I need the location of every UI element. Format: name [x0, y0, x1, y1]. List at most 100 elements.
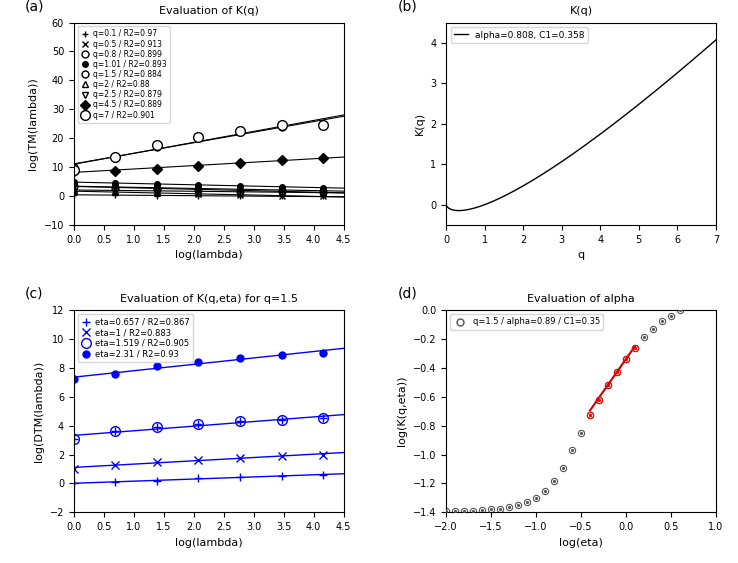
q=4.5 / R2=0.889 [111, 167, 120, 174]
Line: eta=1.519 / R2=0.905: eta=1.519 / R2=0.905 [69, 413, 328, 444]
eta=0.657 / R2=0.867 [235, 473, 244, 480]
eta=2.31 / R2=0.93 [235, 354, 244, 361]
eta=0.657 / R2=0.867 [194, 475, 203, 482]
eta=1 / R2=0.883 [111, 461, 120, 468]
eta=2.31 / R2=0.93 [194, 359, 203, 365]
q=0.8 / R2=0.899 [235, 187, 244, 194]
Title: K(q): K(q) [570, 6, 593, 16]
q=1.5 / R2=0.884 [111, 155, 120, 162]
eta=2.31 / R2=0.93 [153, 363, 162, 370]
Line: eta=1 / R2=0.883: eta=1 / R2=0.883 [69, 450, 327, 473]
q=2.5 / R2=0.879 [153, 185, 162, 191]
q=0.8 / R2=0.899 [277, 188, 286, 195]
q=0.1 / R2=0.97 [319, 193, 328, 200]
q=0.8 / R2=0.899 [319, 189, 328, 195]
q=1.5 / R2=0.884 [235, 128, 244, 135]
eta=2.31 / R2=0.93 [319, 350, 328, 357]
eta=1.519 / R2=0.905 [69, 435, 78, 442]
q=1.01 / R2=0.893 [153, 181, 162, 187]
q=7 / R2=0.901 [194, 133, 203, 140]
Line: eta=0.657 / R2=0.867: eta=0.657 / R2=0.867 [69, 471, 327, 488]
q=7 / R2=0.901 [319, 122, 328, 128]
q=2.5 / R2=0.879 [235, 186, 244, 193]
q=2 / R2=0.88 [111, 187, 120, 194]
Legend: alpha=0.808, C1=0.358: alpha=0.808, C1=0.358 [451, 27, 588, 43]
eta=0.657 / R2=0.867 [69, 480, 78, 487]
q=7 / R2=0.901 [153, 142, 162, 149]
q=2.5 / R2=0.879 [277, 186, 286, 193]
eta=1 / R2=0.883 [194, 457, 203, 463]
eta=1.519 / R2=0.905 [319, 415, 328, 422]
eta=2.31 / R2=0.93 [277, 351, 286, 358]
q=2 / R2=0.88 [319, 189, 328, 196]
eta=1 / R2=0.883 [69, 466, 78, 472]
eta=2.31 / R2=0.93 [69, 376, 78, 383]
eta=0.657 / R2=0.867 [153, 477, 162, 484]
Line: q=1.5 / R2=0.884: q=1.5 / R2=0.884 [70, 122, 327, 171]
q=4.5 / R2=0.889 [194, 162, 203, 169]
eta=0.657 / R2=0.867 [277, 473, 286, 480]
Text: (a): (a) [25, 0, 45, 14]
eta=2.31 / R2=0.93 [111, 370, 120, 377]
Line: q=0.1 / R2=0.97: q=0.1 / R2=0.97 [70, 191, 327, 200]
eta=1 / R2=0.883 [277, 453, 286, 459]
Line: q=2.5 / R2=0.879: q=2.5 / R2=0.879 [70, 182, 327, 194]
Line: q=7 / R2=0.901: q=7 / R2=0.901 [69, 120, 328, 175]
q=2.5 / R2=0.879 [69, 182, 78, 189]
q=7 / R2=0.901 [111, 154, 120, 160]
q=2 / R2=0.88 [194, 188, 203, 195]
q=7 / R2=0.901 [69, 167, 78, 173]
q=0.8 / R2=0.899 [111, 184, 120, 191]
q=2 / R2=0.88 [153, 187, 162, 194]
Y-axis label: log(TM(lambda)): log(TM(lambda)) [28, 77, 38, 170]
q=1.01 / R2=0.893 [194, 182, 203, 189]
q=0.1 / R2=0.97 [235, 193, 244, 199]
eta=1 / R2=0.883 [235, 454, 244, 461]
eta=1.519 / R2=0.905 [194, 421, 203, 427]
q=1.01 / R2=0.893 [235, 182, 244, 189]
Title: Evaluation of alpha: Evaluation of alpha [527, 293, 635, 303]
X-axis label: q: q [577, 250, 584, 260]
q=4.5 / R2=0.889 [69, 168, 78, 175]
q=4.5 / R2=0.889 [235, 159, 244, 166]
q=2.5 / R2=0.879 [111, 184, 120, 190]
eta=1.519 / R2=0.905 [277, 417, 286, 423]
q=0.5 / R2=0.913 [111, 189, 120, 195]
Y-axis label: log(K(q,eta)): log(K(q,eta)) [397, 376, 407, 446]
q=0.5 / R2=0.913 [319, 193, 328, 200]
Line: q=2 / R2=0.88: q=2 / R2=0.88 [70, 186, 327, 196]
Line: q=0.8 / R2=0.899: q=0.8 / R2=0.899 [70, 182, 327, 195]
q=0.8 / R2=0.899 [153, 185, 162, 192]
Title: Evaluation of K(q,eta) for q=1.5: Evaluation of K(q,eta) for q=1.5 [120, 293, 297, 303]
Text: (b): (b) [398, 0, 417, 14]
Line: q=0.5 / R2=0.913: q=0.5 / R2=0.913 [70, 187, 327, 200]
X-axis label: log(eta): log(eta) [559, 538, 603, 548]
q=1.5 / R2=0.884 [69, 164, 78, 171]
eta=1.519 / R2=0.905 [111, 428, 120, 435]
eta=0.657 / R2=0.867 [111, 479, 120, 485]
Text: (c): (c) [25, 287, 44, 301]
q=1.01 / R2=0.893 [111, 180, 120, 186]
X-axis label: log(lambda): log(lambda) [175, 250, 243, 260]
eta=1 / R2=0.883 [319, 451, 328, 458]
Legend: eta=0.657 / R2=0.867, eta=1 / R2=0.883, eta=1.519 / R2=0.905, eta=2.31 / R2=0.93: eta=0.657 / R2=0.867, eta=1 / R2=0.883, … [78, 314, 193, 362]
q=0.1 / R2=0.97 [277, 193, 286, 200]
Title: Evaluation of K(q): Evaluation of K(q) [159, 6, 258, 16]
q=4.5 / R2=0.889 [277, 157, 286, 163]
q=7 / R2=0.901 [235, 128, 244, 135]
q=0.8 / R2=0.899 [194, 186, 203, 193]
q=0.5 / R2=0.913 [69, 187, 78, 194]
eta=1 / R2=0.883 [153, 458, 162, 465]
Text: (d): (d) [398, 287, 417, 301]
q=4.5 / R2=0.889 [319, 155, 328, 162]
q=0.1 / R2=0.97 [69, 191, 78, 198]
q=0.5 / R2=0.913 [235, 191, 244, 198]
q=2 / R2=0.88 [277, 189, 286, 195]
q=0.5 / R2=0.913 [194, 191, 203, 198]
q=1.01 / R2=0.893 [319, 184, 328, 191]
q=0.5 / R2=0.913 [277, 193, 286, 199]
Legend: q=0.1 / R2=0.97, q=0.5 / R2=0.913, q=0.8 / R2=0.899, q=1.01 / R2=0.893, q=1.5 / : q=0.1 / R2=0.97, q=0.5 / R2=0.913, q=0.8… [77, 26, 170, 123]
X-axis label: log(lambda): log(lambda) [175, 538, 243, 548]
q=0.8 / R2=0.899 [69, 182, 78, 189]
q=0.1 / R2=0.97 [194, 193, 203, 199]
